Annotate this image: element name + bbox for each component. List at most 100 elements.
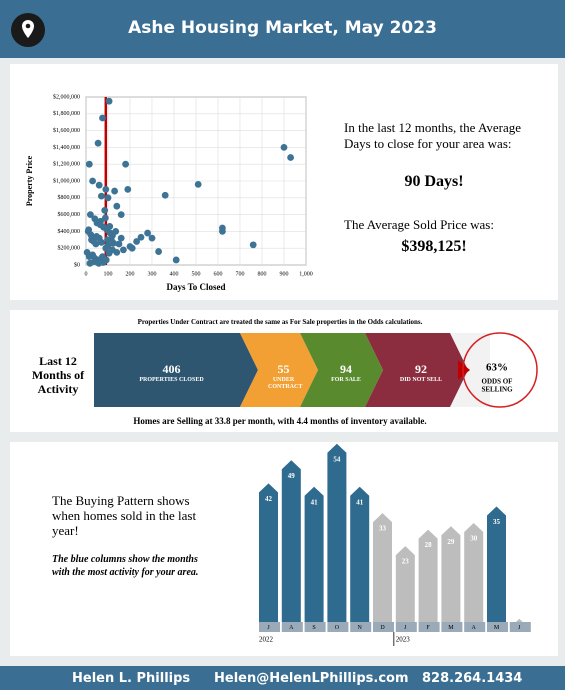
- y-tick-label: $400,000: [58, 228, 81, 235]
- header: Ashe Housing Market, May 2023: [0, 0, 565, 58]
- y-tick-label: $1,400,000: [53, 144, 80, 151]
- pattern-note: The blue columns show the months with th…: [52, 554, 199, 578]
- bar: [464, 523, 484, 622]
- x-tick-label: 600: [214, 271, 223, 277]
- scatter-chart: $0 $200,000 $400,000 $600,000 $800,000 $1,000…: [25, 93, 313, 292]
- bar: [487, 506, 506, 622]
- odds-caption: ODDS OF: [482, 378, 513, 386]
- point: [101, 214, 109, 222]
- footer: Helen L. Phillips Helen@HelenLPhillips.c…: [0, 666, 565, 690]
- y-tick-label: $800,000: [58, 194, 81, 201]
- value-label: 42: [265, 495, 273, 503]
- value-label: 33: [379, 525, 387, 533]
- x-tick-label: 300: [148, 271, 157, 277]
- x-tick-label: D: [380, 625, 385, 631]
- value-label: 35: [493, 518, 501, 526]
- point: [104, 194, 112, 202]
- month-cell: [373, 622, 394, 632]
- x-tick-label: F: [426, 625, 430, 631]
- y-tick-label: $1,000,000: [53, 177, 80, 184]
- odds-circle: [462, 332, 538, 408]
- month-cell: [395, 622, 417, 632]
- point: [104, 236, 111, 244]
- stage-label: 406 PROPERTIES CLOSED: [94, 362, 249, 384]
- point: [172, 256, 180, 264]
- x-tick-label: M: [494, 625, 500, 631]
- stage-value: 92: [415, 362, 427, 376]
- point: [287, 154, 294, 161]
- value-label: 28: [425, 541, 433, 549]
- x-tick-label: M: [448, 625, 454, 631]
- point: [124, 186, 132, 193]
- point: [120, 246, 127, 254]
- x-tick-label: A: [472, 625, 477, 631]
- month-cell: [441, 622, 463, 632]
- point: [219, 228, 226, 235]
- price-value: $398,125!: [401, 238, 467, 255]
- x-tick-label: 500: [192, 271, 201, 277]
- activity-footnote: Homes are Selling at 33.8 per month, wit…: [133, 416, 427, 426]
- point: [280, 144, 288, 151]
- days-value: 90 Days!: [404, 173, 464, 190]
- x-tick-label: O: [335, 625, 340, 631]
- title: Ashe Housing Market, May 2023: [128, 18, 437, 38]
- point: [110, 239, 117, 247]
- stage-label: 94 FOR SALE: [318, 362, 374, 384]
- stage-arrow: [240, 333, 318, 407]
- x-axis-label: Days To Closed: [166, 282, 225, 292]
- point: [144, 229, 152, 237]
- value-label: 30: [470, 535, 478, 543]
- x-tick-label: 900: [280, 271, 289, 277]
- month-cell: [327, 622, 349, 632]
- stage-value: 406: [162, 362, 181, 376]
- stage-label: 55 UNDER CONTRACT: [258, 362, 309, 391]
- point: [117, 211, 125, 219]
- y-tick-label: $200,000: [58, 245, 81, 252]
- value-label: 29: [447, 538, 455, 546]
- point: [106, 222, 114, 230]
- month-cell: [509, 622, 531, 632]
- point: [105, 97, 113, 105]
- point: [89, 177, 96, 185]
- point: [97, 217, 104, 225]
- bar: [259, 483, 278, 622]
- point: [122, 160, 129, 168]
- activity-note: Properties Under Contract are treated th…: [137, 318, 423, 326]
- point: [99, 114, 106, 122]
- value-label: 41: [311, 498, 319, 506]
- point: [87, 231, 95, 239]
- year-label: 2023: [396, 636, 411, 644]
- point: [102, 256, 110, 264]
- odds-pointer: [458, 360, 470, 380]
- value-label: 23: [402, 558, 410, 566]
- month-cell: [259, 622, 280, 632]
- x-tick-label: J: [267, 625, 270, 631]
- stage-label: 92 DID NOT SELL: [383, 362, 459, 384]
- value-label: 41: [356, 498, 364, 506]
- x-tick-label: 700: [236, 271, 245, 277]
- point: [113, 202, 121, 210]
- point: [115, 240, 123, 248]
- price-text: The Average Sold Price was:: [344, 217, 494, 232]
- stage-caption: UNDER CONTRACT: [268, 377, 303, 390]
- point: [126, 243, 134, 250]
- point: [117, 234, 125, 242]
- point: [133, 238, 141, 245]
- y-axis-label: Property Price: [25, 155, 34, 206]
- days-text: In the last 12 months, the Average Days …: [344, 120, 522, 151]
- bar: [418, 529, 438, 622]
- bar: [327, 443, 347, 622]
- x-tick-label: S: [312, 625, 315, 631]
- stage-arrow: [300, 333, 383, 407]
- stage-arrow: [94, 333, 258, 407]
- point: [112, 228, 120, 235]
- agent-phone: 828.264.1434: [422, 671, 523, 686]
- odds-caption: SELLING: [481, 386, 513, 394]
- stage-caption: FOR SALE: [331, 377, 361, 383]
- point: [98, 192, 105, 200]
- x-tick-label: 800: [258, 271, 267, 277]
- value-label: 1: [518, 630, 522, 638]
- point: [92, 240, 100, 248]
